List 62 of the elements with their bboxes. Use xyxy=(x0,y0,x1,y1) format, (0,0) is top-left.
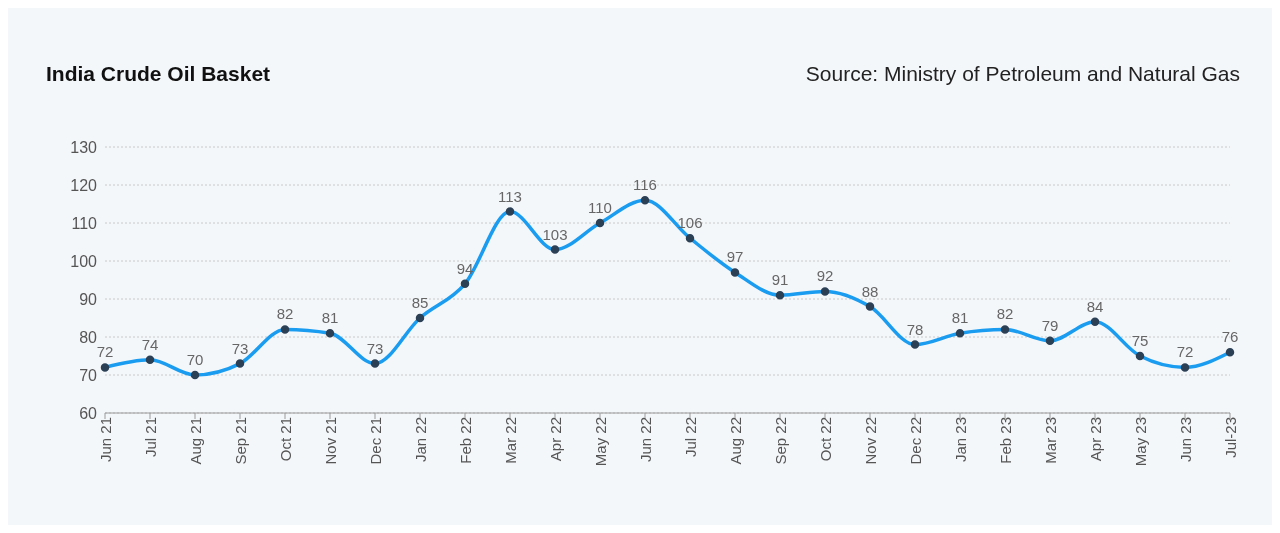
data-label: 73 xyxy=(366,339,384,357)
x-tick-label: Nov 22 xyxy=(861,417,879,465)
x-tick-label: Feb 23 xyxy=(996,417,1014,464)
x-tick-label: Jul 22 xyxy=(681,417,699,458)
x-tick-label: Jul-23 xyxy=(1221,417,1239,458)
data-label: 82 xyxy=(276,305,294,323)
data-label: 74 xyxy=(141,335,159,353)
x-tick-label: Oct 22 xyxy=(816,417,834,462)
data-label: 92 xyxy=(816,267,834,285)
x-tick-label: Dec 22 xyxy=(906,417,924,465)
data-label: 94 xyxy=(456,259,474,277)
x-tick-label: Jul 21 xyxy=(141,417,159,458)
x-tick-label: Dec 21 xyxy=(366,417,384,465)
x-tick-label: Apr 22 xyxy=(546,417,564,462)
x-tick-label: Jun 23 xyxy=(1176,417,1194,463)
y-tick-label: 120 xyxy=(70,176,98,194)
x-tick-label: Feb 22 xyxy=(456,417,474,464)
x-tick-label: Aug 22 xyxy=(726,417,744,465)
x-tick-label: Apr 23 xyxy=(1086,417,1104,462)
x-tick-label: Jan 23 xyxy=(951,417,969,463)
x-tick-label: Sep 21 xyxy=(231,417,249,465)
x-tick-label: May 22 xyxy=(591,417,609,467)
data-label: 97 xyxy=(726,248,744,266)
y-tick-label: 60 xyxy=(79,404,98,422)
data-label: 116 xyxy=(633,176,657,194)
source-note: Source: Ministry of Petroleum and Natural Gas xyxy=(805,62,1240,86)
data-label: 72 xyxy=(1176,343,1194,361)
data-label: 103 xyxy=(542,225,568,243)
data-label: 81 xyxy=(321,309,339,327)
data-label: 84 xyxy=(1086,297,1104,315)
x-tick-label: Sep 22 xyxy=(771,417,789,465)
x-tick-label: Aug 21 xyxy=(186,417,204,465)
data-label: 81 xyxy=(951,309,969,327)
y-tick-label: 130 xyxy=(70,138,98,156)
data-label: 78 xyxy=(906,320,924,338)
data-label: 113 xyxy=(498,187,522,205)
data-label: 73 xyxy=(231,339,249,357)
x-tick-label: May 23 xyxy=(1131,417,1149,467)
data-label: 76 xyxy=(1221,328,1239,346)
y-tick-label: 80 xyxy=(79,328,98,346)
data-label: 88 xyxy=(861,282,879,300)
data-label: 91 xyxy=(771,271,789,289)
data-label: 70 xyxy=(186,351,204,368)
y-tick-label: 110 xyxy=(71,214,98,232)
x-tick-label: Jan 22 xyxy=(411,417,429,463)
x-tick-label: Mar 23 xyxy=(1041,417,1059,464)
data-label: 75 xyxy=(1131,332,1149,349)
y-tick-label: 90 xyxy=(79,290,98,308)
data-label: 79 xyxy=(1041,316,1059,334)
y-tick-label: 70 xyxy=(79,366,98,384)
data-label: 106 xyxy=(677,214,703,232)
data-label: 82 xyxy=(996,305,1014,323)
x-tick-label: Jun 21 xyxy=(96,417,114,463)
y-tick-label: 100 xyxy=(70,252,98,270)
x-tick-label: Oct 21 xyxy=(276,417,294,462)
x-tick-label: Jun 22 xyxy=(636,417,654,463)
data-label: 72 xyxy=(96,343,114,361)
data-label: 110 xyxy=(588,199,612,216)
x-tick-label: Mar 22 xyxy=(501,417,519,464)
x-tick-label: Nov 21 xyxy=(321,417,339,465)
chart-title: India Crude Oil Basket xyxy=(46,62,271,86)
data-label: 85 xyxy=(411,294,429,311)
